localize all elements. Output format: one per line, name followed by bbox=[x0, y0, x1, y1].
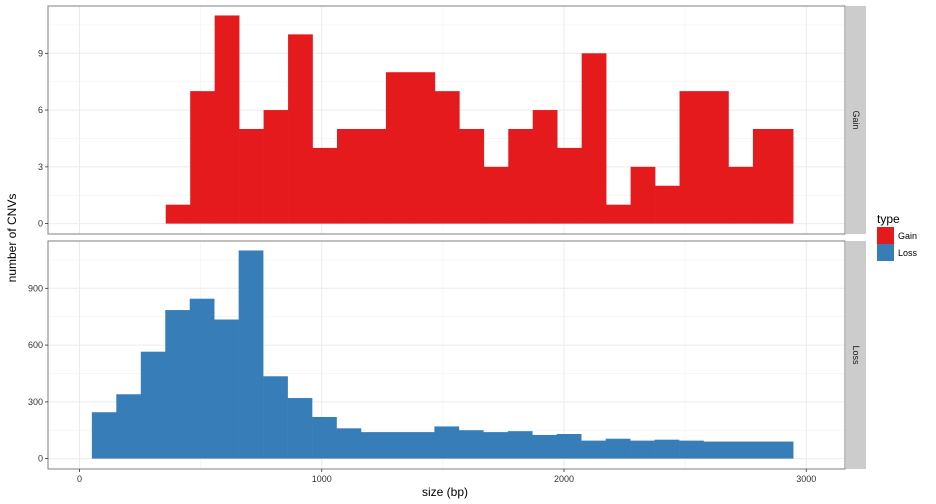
histogram-bar bbox=[606, 204, 631, 224]
histogram-bar bbox=[385, 432, 411, 459]
y-tick-label: 9 bbox=[38, 48, 43, 58]
y-tick-label: 600 bbox=[28, 340, 43, 350]
histogram-bar bbox=[189, 298, 215, 459]
histogram-bar bbox=[605, 438, 631, 459]
histogram-bar bbox=[777, 128, 794, 224]
histogram-bar bbox=[434, 91, 460, 224]
histogram-bar bbox=[532, 434, 558, 459]
histogram-bar bbox=[409, 432, 435, 459]
panel-border bbox=[47, 240, 846, 470]
histogram-bar bbox=[312, 416, 337, 459]
legend-key bbox=[877, 227, 894, 244]
y-tick-label: 0 bbox=[38, 454, 43, 464]
facet-strip bbox=[846, 241, 866, 469]
histogram-bar bbox=[337, 128, 362, 224]
x-tick-label: 0 bbox=[77, 474, 82, 484]
histogram-bar bbox=[458, 430, 484, 459]
histogram-bar bbox=[557, 147, 582, 224]
histogram-bar bbox=[654, 439, 680, 459]
histogram-bar bbox=[385, 72, 411, 224]
histogram-bar bbox=[581, 440, 606, 459]
histogram-bar bbox=[704, 91, 729, 224]
histogram-bar bbox=[508, 128, 534, 224]
histogram-bar bbox=[752, 441, 778, 459]
histogram-bar bbox=[581, 53, 607, 224]
histogram-bar bbox=[776, 441, 794, 459]
histogram-bar bbox=[679, 440, 704, 459]
histogram-bar bbox=[483, 432, 509, 459]
histogram-bar bbox=[165, 204, 191, 224]
histogram-bar bbox=[91, 412, 117, 459]
x-tick-label: 2000 bbox=[554, 474, 574, 484]
histogram-bar bbox=[287, 398, 313, 459]
histogram-bar bbox=[360, 432, 386, 459]
panels-layer: 0 3 6 9 Gain 0 300 600 900 Loss 0 1000 2000 3000 bbox=[28, 5, 866, 484]
histogram-bar bbox=[165, 310, 191, 459]
x-axis: 0 1000 2000 3000 bbox=[77, 469, 816, 484]
facet-strip bbox=[846, 6, 866, 234]
legend-items: Gain Loss bbox=[877, 227, 918, 261]
histogram-bar bbox=[532, 110, 558, 224]
y-tick-label: 3 bbox=[38, 162, 43, 172]
histogram-bar bbox=[190, 91, 215, 224]
histogram-bar bbox=[483, 166, 509, 224]
histogram-bar bbox=[140, 351, 166, 459]
histogram-bar bbox=[679, 91, 705, 224]
histogram-bar bbox=[116, 394, 142, 459]
histogram-bar bbox=[507, 431, 533, 459]
histogram-bar bbox=[361, 128, 387, 224]
histogram-bar bbox=[288, 34, 313, 224]
y-tick-label: 900 bbox=[28, 283, 43, 293]
panel-border bbox=[47, 5, 846, 235]
histogram-bar bbox=[239, 128, 264, 224]
histogram-bar bbox=[556, 433, 582, 459]
histogram-bar bbox=[752, 128, 778, 224]
legend-label: Gain bbox=[898, 231, 917, 241]
x-tick-label: 3000 bbox=[796, 474, 816, 484]
panel-loss: 0 300 600 900 Loss bbox=[28, 240, 866, 470]
histogram-bar bbox=[263, 376, 288, 459]
histogram-bar bbox=[434, 426, 460, 459]
histogram-bar bbox=[703, 441, 729, 459]
histogram-bar bbox=[238, 250, 264, 459]
histogram-bar bbox=[728, 166, 754, 224]
histogram-bar bbox=[336, 428, 362, 459]
legend-item-gain: Gain bbox=[877, 227, 917, 244]
y-tick-label: 0 bbox=[38, 219, 43, 229]
histogram-bar bbox=[312, 147, 338, 224]
histogram-bar bbox=[727, 441, 753, 459]
legend: type Gain Loss bbox=[877, 212, 918, 261]
x-axis-title: size (bp) bbox=[422, 485, 468, 499]
facet-strip-label: Gain bbox=[851, 110, 861, 129]
x-tick-label: 1000 bbox=[312, 474, 332, 484]
y-tick-label: 300 bbox=[28, 397, 43, 407]
panel-gain: 0 3 6 9 Gain bbox=[38, 5, 866, 235]
legend-title: type bbox=[877, 212, 900, 226]
histogram-bar bbox=[630, 166, 656, 224]
histogram-bar bbox=[459, 128, 485, 224]
y-tick-label: 6 bbox=[38, 105, 43, 115]
y-axis-title: number of CNVs bbox=[5, 194, 19, 283]
legend-item-loss: Loss bbox=[877, 244, 918, 261]
legend-label: Loss bbox=[898, 248, 918, 258]
histogram-bar bbox=[263, 110, 289, 224]
histogram-bar bbox=[630, 440, 655, 459]
legend-key bbox=[877, 244, 894, 261]
histogram-bar bbox=[214, 319, 239, 459]
histogram-bar bbox=[655, 185, 680, 224]
histogram-bar bbox=[410, 72, 436, 224]
facet-strip-label: Loss bbox=[851, 345, 861, 365]
histogram-bar bbox=[214, 15, 240, 224]
